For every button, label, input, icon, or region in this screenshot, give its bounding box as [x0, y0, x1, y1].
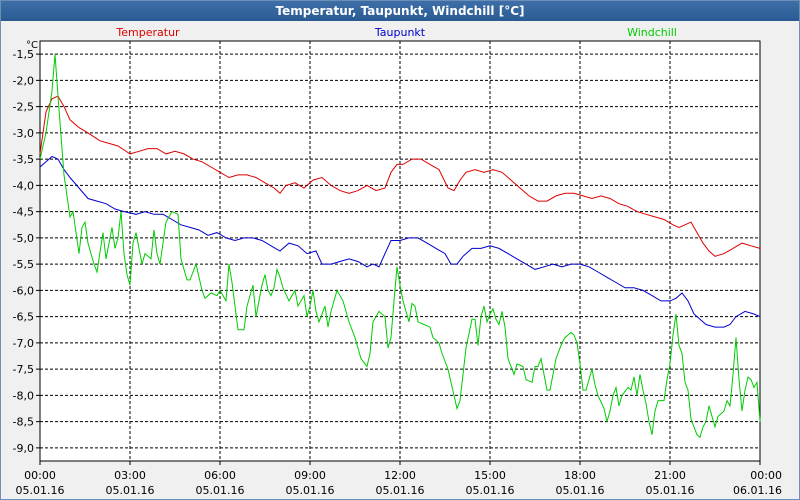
x-tick-date-label: 05.01.16 — [286, 484, 335, 497]
legend: Temperatur Taupunkt Windchill — [115, 26, 677, 39]
series-line-taupunkt — [39, 155, 761, 328]
y-tick-label: -1,5 — [13, 48, 34, 61]
x-tick-date-label: 05.01.16 — [376, 484, 425, 497]
y-tick-label: -3,5 — [13, 153, 34, 166]
y-tick-label: -7,0 — [13, 337, 34, 350]
y-tick-label: -9,0 — [13, 442, 34, 455]
x-tick-date-label: 05.01.16 — [196, 484, 245, 497]
x-tick-time-label: 09:00 — [294, 469, 326, 482]
y-tick-label: -4,5 — [13, 206, 34, 219]
y-tick-label: -5,0 — [13, 232, 34, 245]
y-tick-label: -2,5 — [13, 101, 34, 114]
x-tick-time-label: 03:00 — [114, 469, 146, 482]
x-tick-date-label: 05.01.16 — [16, 484, 65, 497]
x-tick-date-label: 05.01.16 — [106, 484, 155, 497]
x-tick-date-label: 05.01.16 — [646, 484, 695, 497]
y-tick-label: -8,5 — [13, 416, 34, 429]
window-title: Temperatur, Taupunkt, Windchill [°C] — [1, 1, 799, 21]
x-tick-time-label: 18:00 — [564, 469, 596, 482]
x-tick-date-label: 05.01.16 — [466, 484, 515, 497]
x-tick-date-label: 05.01.16 — [556, 484, 605, 497]
y-tick-label: -6,0 — [13, 284, 34, 297]
axes: -1,5 -2,0 -2,5 -3,0 -3,5 -4,0 -4,5 -5,0 -5,5 -6,0… — [13, 48, 782, 497]
x-tick-time-label: 00:00 — [750, 469, 782, 482]
x-tick-time-label: 12:00 — [384, 469, 416, 482]
legend-label-taupunkt: Taupunkt — [374, 26, 426, 39]
legend-label-windchill: Windchill — [627, 26, 677, 39]
x-tick-date-label: 06.01.16 — [733, 484, 782, 497]
y-tick-label: -8,0 — [13, 389, 34, 402]
series-lines — [39, 54, 761, 439]
y-tick-label: -7,5 — [13, 363, 34, 376]
x-tick-time-label: 15:00 — [474, 469, 506, 482]
legend-label-temperatur: Temperatur — [115, 26, 180, 39]
x-tick-time-label: 06:00 — [204, 469, 236, 482]
y-tick-label: -2,0 — [13, 74, 34, 87]
y-unit-label: °C — [26, 40, 38, 51]
y-tick-label: -4,0 — [13, 179, 34, 192]
y-tick-label: -6,5 — [13, 311, 34, 324]
x-tick-time-label: 00:00 — [24, 469, 56, 482]
series-line-temperatur — [39, 95, 761, 257]
grid — [40, 41, 760, 461]
series-line-windchill — [39, 54, 761, 439]
x-tick-time-label: 21:00 — [654, 469, 686, 482]
y-tick-label: -3,0 — [13, 127, 34, 140]
y-tick-label: -5,5 — [13, 258, 34, 271]
